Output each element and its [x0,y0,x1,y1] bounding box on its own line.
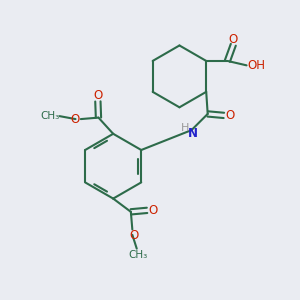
Text: O: O [225,110,234,122]
Text: OH: OH [248,59,266,72]
Text: CH₃: CH₃ [40,110,60,121]
Text: O: O [129,229,138,242]
Text: H: H [181,123,189,133]
Text: O: O [70,112,80,126]
Text: N: N [188,127,197,140]
Text: O: O [148,204,158,217]
Text: O: O [93,89,103,102]
Text: CH₃: CH₃ [129,250,148,260]
Text: O: O [229,33,238,46]
